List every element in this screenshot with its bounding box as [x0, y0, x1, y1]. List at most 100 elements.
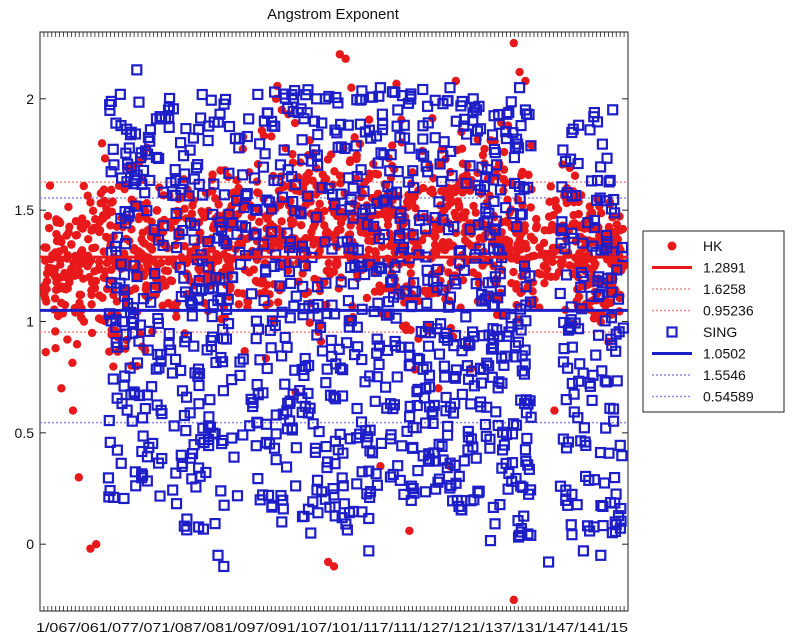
sing-point: [136, 445, 148, 458]
sing-point: [297, 280, 309, 293]
sing-point: [596, 138, 608, 150]
hk-point: [79, 317, 89, 326]
sing-point: [605, 312, 618, 324]
hk-point: [406, 269, 416, 278]
sing-point: [577, 237, 589, 249]
sing-point: [299, 400, 311, 412]
sing-point: [283, 241, 296, 254]
sing-point: [515, 120, 527, 132]
sing-point: [270, 454, 282, 466]
sing-point: [118, 284, 130, 296]
sing-point: [343, 315, 355, 327]
hk-point: [51, 271, 60, 280]
sing-point: [257, 161, 269, 173]
sing-point: [430, 483, 442, 495]
sing-point: [449, 329, 462, 342]
sing-point: [141, 205, 153, 217]
sing-point: [408, 487, 420, 499]
hk-point: [364, 115, 374, 124]
hk-point: [435, 160, 445, 169]
sing-point: [465, 398, 477, 410]
sing-point: [149, 281, 161, 294]
sing-point: [262, 489, 275, 502]
hk-point: [545, 197, 554, 207]
hk-point: [425, 186, 435, 196]
sing-point: [588, 214, 601, 226]
sing-point: [595, 549, 607, 561]
hk-point: [430, 226, 440, 235]
sing-point: [286, 422, 298, 434]
x-tick-labels: 1/067/061/077/071/087/081/097/091/107/10…: [36, 620, 628, 635]
sing-point: [133, 96, 145, 108]
sing-point: [108, 159, 120, 171]
hk-point: [546, 182, 556, 191]
sing-point: [188, 340, 200, 352]
sing-point: [510, 133, 523, 145]
hk-point: [320, 206, 329, 216]
hk-point: [67, 240, 76, 249]
sing-point: [223, 167, 235, 179]
sing-point: [115, 258, 127, 270]
sing-point: [399, 219, 411, 231]
sing-point: [350, 140, 362, 152]
hk-point: [75, 298, 84, 308]
sing-point: [518, 510, 530, 522]
hk-point: [147, 217, 156, 227]
sing-point: [398, 488, 410, 501]
sing-point: [441, 429, 454, 441]
hk-point: [405, 526, 414, 536]
legend-label: 1.0502: [703, 346, 746, 362]
sing-point: [223, 208, 235, 220]
sing-point: [285, 277, 297, 289]
sing-point: [437, 214, 449, 226]
sing-point: [594, 288, 606, 301]
sing-point: [196, 88, 208, 101]
sing-point: [572, 412, 584, 424]
sing-point: [118, 269, 131, 281]
sing-point: [105, 166, 117, 178]
sing-point: [455, 100, 467, 112]
sing-point: [222, 318, 235, 330]
sing-point: [332, 444, 344, 456]
sing-point: [385, 276, 397, 288]
sing-point: [584, 124, 596, 136]
hk-point: [548, 243, 558, 253]
sing-point: [566, 126, 578, 139]
sing-point: [611, 264, 623, 276]
sing-point: [458, 264, 470, 276]
sing-point: [575, 281, 587, 293]
sing-point: [342, 295, 355, 307]
sing-point: [564, 153, 577, 165]
sing-point: [241, 188, 253, 200]
hk-point: [186, 247, 195, 256]
hk-point: [40, 293, 50, 303]
sing-point: [489, 147, 501, 159]
hk-point: [102, 211, 112, 220]
sing-point: [295, 208, 307, 220]
hk-point: [87, 300, 96, 309]
hk-point: [68, 406, 78, 415]
legend: HK 1.2891 1.6258 0.95236 SING 1.0502 1.5546 0.5…: [642, 230, 785, 413]
sing-point: [377, 196, 389, 208]
sing-point: [234, 356, 246, 368]
sing-point: [505, 96, 517, 108]
hk-point: [277, 217, 286, 226]
sing-point: [394, 131, 406, 143]
sing-point: [577, 545, 590, 557]
sing-point: [227, 272, 239, 284]
sing-point: [130, 200, 142, 212]
sing-point: [503, 106, 515, 119]
sing-point: [520, 407, 533, 419]
sing-point: [392, 104, 404, 116]
sing-point: [414, 214, 426, 227]
sing-point: [433, 196, 445, 208]
sing-point: [335, 276, 347, 288]
hk-point: [273, 298, 283, 307]
hk-point: [324, 557, 333, 567]
sing-point: [525, 140, 537, 152]
sing-point: [197, 422, 209, 434]
sing-point: [358, 185, 370, 197]
sing-point: [319, 236, 331, 248]
hk-point: [301, 178, 310, 187]
sing-point: [505, 321, 517, 333]
